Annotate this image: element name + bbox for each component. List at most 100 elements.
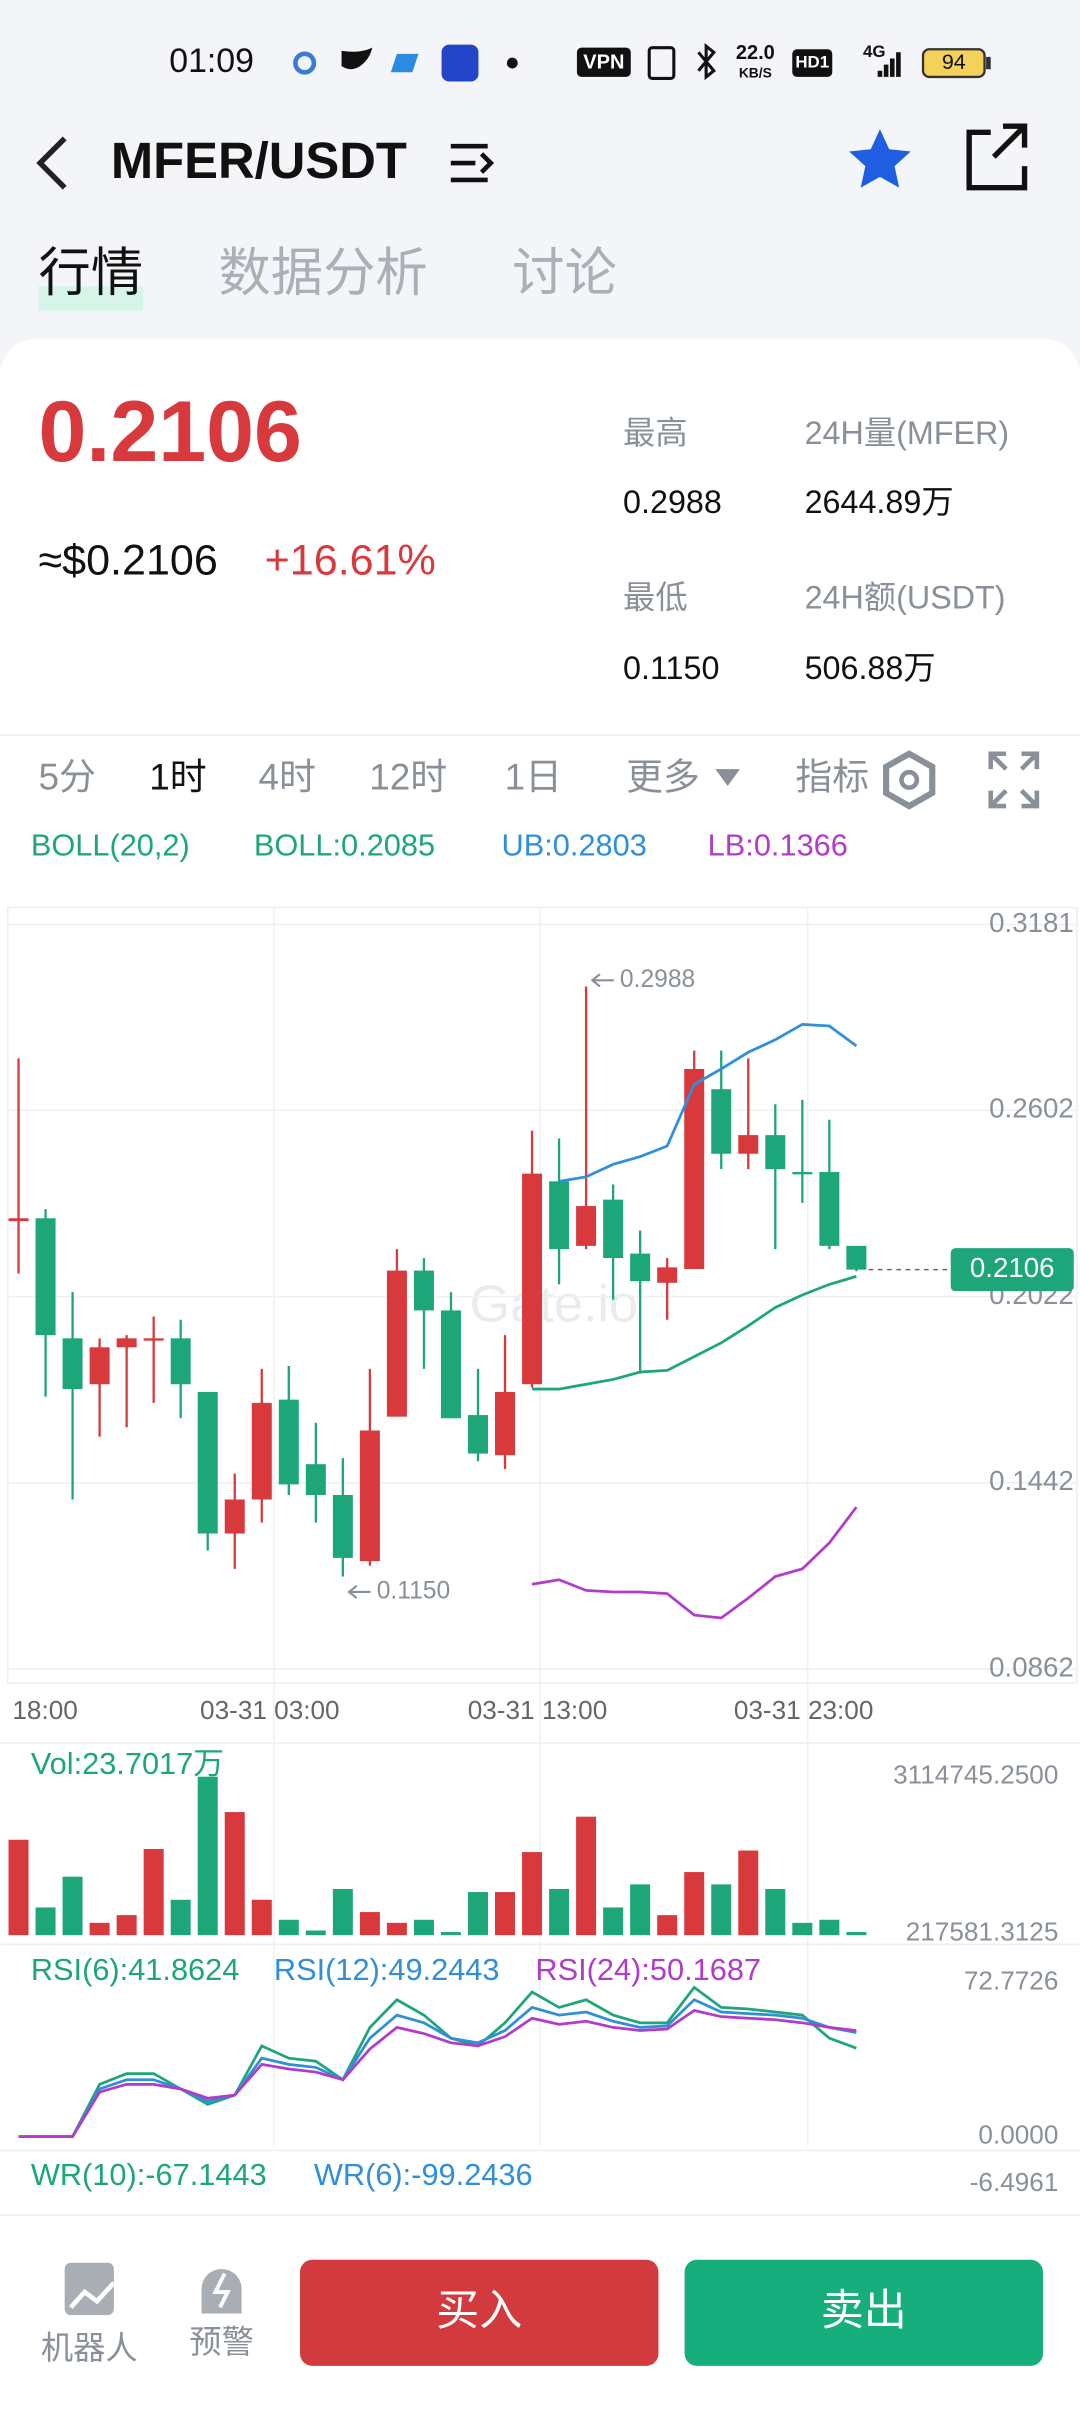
sell-button[interactable] [684,2259,1044,2366]
stat-value: 0.2988 [623,484,722,520]
volume-bar [738,1850,759,1936]
net-speed: 22.0 [736,42,775,64]
interval[interactable]: 1日 [505,757,562,798]
volume-bar [549,1888,570,1936]
price-change: +16.61% [265,536,436,584]
volume-bar [576,1816,597,1936]
candle-body [197,1391,218,1534]
battery [921,48,986,79]
candle-body [35,1218,56,1336]
wr-legend: WR(10):-67.1443 [31,2157,267,2192]
low-arrow [347,1584,371,1599]
y-tick-label: 217581.3125 [906,1917,1059,1947]
candle-body [170,1338,191,1385]
candle-body [8,1218,29,1222]
volume-bar [495,1892,516,1936]
stat-value: 506.88万 [805,650,936,686]
candle-body [603,1199,624,1259]
candle-body [549,1181,570,1250]
tab[interactable]: 数据分析 [219,245,428,303]
volume-bar [630,1884,651,1936]
candle-body [332,1495,353,1558]
rsi-line [18,2009,857,2139]
low-annotation: 0.1150 [377,1577,450,1604]
candle-body [792,1172,813,1175]
candle-body [251,1402,272,1500]
stat-label: 24H量(MFER) [805,415,1010,451]
indicator-button[interactable]: 指标 [795,757,869,798]
y-tick-label: 72.7726 [964,1966,1059,1996]
candle-body [522,1173,543,1385]
y-tick-label: 0.0862 [989,1651,1074,1682]
legend-entry: LB:0.1366 [708,828,848,863]
candle-body [62,1338,83,1390]
back-button[interactable] [36,136,67,190]
rsi-line [18,1998,857,2139]
usd-price: ≈$0.2106 [39,536,218,584]
buy-button[interactable] [300,2259,659,2366]
candle-body [765,1135,786,1170]
volume-bar [35,1907,56,1936]
status-icon [293,51,317,75]
x-tick-label: 18:00 [12,1695,77,1725]
last-price-tag [950,1248,1074,1292]
tab[interactable]: 讨论 [512,245,617,303]
y-tick-label: 0.1442 [989,1465,1074,1496]
status-dot [506,57,518,69]
net-speed-unit: KB/S [739,64,772,80]
status-time: 01:09 [169,42,254,80]
x-tick-label: 03-31 03:00 [200,1695,340,1725]
hd-badge [792,49,833,77]
last-price: 0.2106 [39,384,302,480]
candle-body [684,1068,705,1269]
volume-bar [143,1848,164,1936]
volume-bar [305,1930,326,1936]
x-tick-label: 03-31 13:00 [468,1695,608,1725]
high-annotation: 0.2988 [620,966,695,993]
share-button[interactable] [966,123,1028,191]
buy-label: 买入 [436,2287,522,2335]
pair-menu[interactable] [450,143,495,183]
volume-bar [197,1776,218,1936]
bottom-bar: 机器人 预警 买入 卖出 [0,2214,1080,2412]
volume-bar [62,1876,83,1936]
vpn-badge [576,47,631,77]
volume-bar [386,1922,407,1936]
volume-bar [89,1922,110,1936]
volume-bar [413,1919,434,1936]
interval-active[interactable]: 1时 [149,757,206,798]
interval[interactable]: 4时 [258,757,315,798]
candle-body [657,1267,678,1283]
legend-entry: RSI(24):50.1687 [535,1952,761,1987]
volume-bar [224,1812,245,1936]
candle-body [116,1338,137,1348]
interval[interactable]: 12时 [369,757,447,798]
tab-active[interactable]: 行情 [39,245,144,303]
alert-icon [212,2272,231,2309]
interval[interactable]: 5分 [39,757,96,798]
stat-label: 最高 [623,415,688,451]
y-tick-label: 0.0000 [978,2120,1058,2150]
alert-label[interactable]: 预警 [189,2324,254,2360]
indicator-name: BOLL(20,2) [31,828,190,863]
candle-body [89,1347,110,1385]
volume-bar [522,1852,543,1936]
indicator-icon [899,769,920,790]
legend-entry: UB:0.2803 [502,828,647,863]
interval-more[interactable]: 更多 [626,757,700,798]
fullscreen-button[interactable] [988,751,1040,809]
y-tick-label: 3114745.2500 [893,1760,1058,1790]
candle-body [711,1089,732,1154]
volume-legend: Vol:23.7017万 [31,1746,224,1781]
volume-bar [467,1892,488,1936]
robot-label[interactable]: 机器人 [41,2330,138,2366]
candle-body [738,1135,759,1154]
favorite-star[interactable] [849,129,911,188]
bluetooth-icon [697,42,717,81]
pair-title[interactable]: MFER/USDT [111,132,407,189]
candle-body [386,1270,407,1417]
status-icon [341,47,373,70]
boll-line [558,1022,858,1183]
x-tick-label: 03-31 23:00 [734,1695,874,1725]
volume-bar [8,1839,29,1936]
